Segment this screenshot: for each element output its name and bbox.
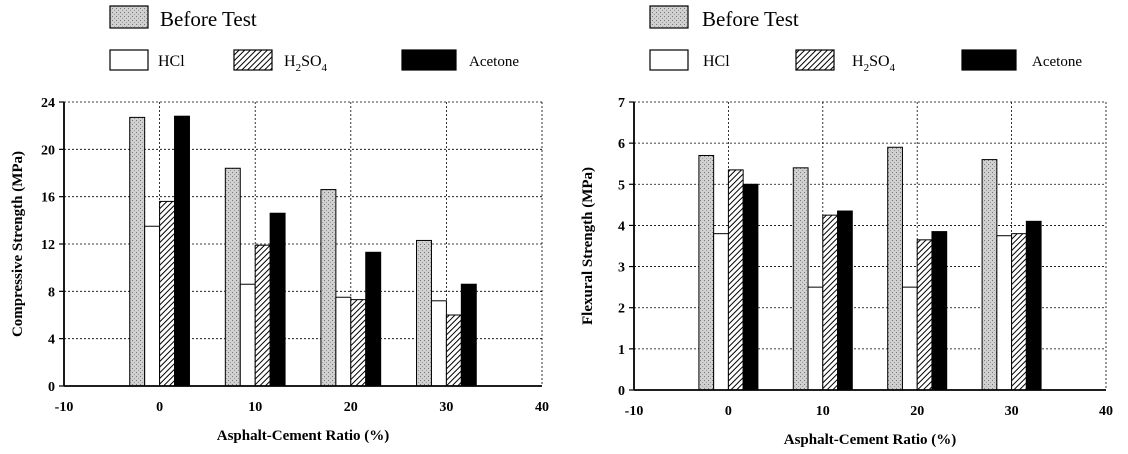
legend-label-h2so4: H2SO4 (284, 53, 328, 74)
legend-item-before-test: Before Test (109, 5, 257, 31)
legend-swatch-h2so4 (233, 49, 273, 71)
y-tick-label: 1 (618, 343, 625, 358)
bar-acetone (174, 115, 190, 387)
legend-item-before-test: Before Test (649, 5, 799, 31)
bar-hcl (996, 235, 1013, 391)
bar-before-test (224, 167, 241, 387)
bar-before-test (981, 159, 998, 391)
y-tick-label: 8 (48, 285, 55, 300)
bar-hcl (239, 283, 256, 387)
legend-item-acetone: Acetone (401, 49, 519, 71)
x-tick-label: 20 (910, 404, 924, 419)
x-tick-label: 0 (725, 404, 732, 419)
bar-h2so4 (350, 299, 367, 387)
y-tick-label: 0 (48, 380, 55, 395)
x-tick-label: 10 (248, 400, 262, 415)
y-tick-label: 0 (618, 384, 625, 399)
bar-before-test (792, 167, 809, 391)
legend-item-h2so4: H2SO4 (795, 49, 896, 74)
bar-hcl (901, 286, 918, 391)
legend-label-hcl: HCl (158, 53, 185, 70)
legend-item-acetone: Acetone (961, 49, 1082, 71)
legend-swatch-acetone (401, 49, 457, 71)
bar-h2so4 (727, 169, 744, 391)
legend-swatch-acetone (961, 49, 1017, 71)
bar-hcl (807, 286, 824, 391)
x-tick-label: 40 (1099, 404, 1113, 419)
bar-hcl (713, 233, 729, 391)
y-tick-label: 5 (618, 178, 625, 193)
legend-label-acetone: Acetone (1032, 54, 1082, 70)
bar-before-test (887, 146, 903, 391)
y-tick-label: 4 (618, 219, 625, 234)
y-tick-label: 2 (618, 302, 625, 317)
bar-h2so4 (1011, 233, 1027, 391)
legend-label-before-test: Before Test (160, 7, 257, 31)
bar-h2so4 (445, 314, 462, 387)
y-tick-label: 20 (41, 143, 55, 158)
bar-before-test (129, 116, 146, 387)
y-axis-title: Flexural Strength (MPa) (580, 167, 596, 325)
x-tick-label: 30 (1005, 404, 1019, 419)
x-axis-title: Asphalt-Cement Ratio (%) (217, 428, 389, 444)
legend-swatch-before-test (109, 5, 149, 29)
bar-h2so4 (916, 239, 933, 391)
bar-h2so4 (822, 214, 839, 391)
legend-swatch-h2so4 (795, 49, 835, 71)
bar-before-test (320, 189, 337, 387)
bar-acetone (837, 210, 853, 391)
y-tick-label: 12 (41, 238, 55, 253)
bar-acetone (1025, 220, 1042, 391)
bar-acetone (365, 251, 382, 387)
y-tick-label: 4 (48, 333, 55, 348)
bar-h2so4 (159, 200, 176, 387)
legend-label-h2so4: H2SO4 (852, 53, 896, 74)
y-tick-label: 16 (41, 191, 55, 206)
x-axis-title: Asphalt-Cement Ratio (%) (784, 432, 956, 448)
x-tick-label: 10 (816, 404, 830, 419)
bar-acetone (931, 231, 948, 391)
x-tick-label: -10 (625, 404, 644, 419)
legend-label-hcl: HCl (703, 53, 730, 70)
legend-swatch-hcl (649, 49, 689, 71)
bar-before-test (416, 239, 432, 387)
x-tick-label: 0 (156, 400, 163, 415)
bar-h2so4 (254, 244, 271, 387)
legend-right: Before Test HCl H2SO4 Acetone (649, 5, 1082, 74)
legend-item-hcl: HCl (649, 49, 730, 71)
legend-item-h2so4: H2SO4 (233, 49, 328, 74)
bar-acetone (269, 212, 286, 387)
x-tick-label: 20 (344, 400, 358, 415)
y-tick-label: 7 (618, 96, 625, 111)
bar-before-test (698, 154, 715, 391)
y-axis-title: Compressive Strength (MPa) (10, 151, 26, 337)
legend-label-before-test: Before Test (702, 7, 799, 31)
x-tick-label: 30 (439, 400, 453, 415)
legend-label-acetone: Acetone (469, 54, 519, 70)
bar-hcl (335, 296, 352, 387)
x-tick-label: 40 (535, 400, 549, 415)
legend-left: Before Test HCl H2SO4 Acetone (109, 5, 519, 74)
legend-swatch-hcl (109, 49, 149, 71)
y-tick-label: 6 (618, 137, 625, 152)
bar-acetone (460, 283, 477, 387)
y-tick-label: 24 (41, 96, 55, 111)
bar-acetone (742, 183, 759, 391)
bar-hcl (144, 225, 161, 387)
bar-hcl (430, 300, 447, 387)
legend-item-hcl: HCl (109, 49, 185, 71)
legend-swatch-before-test (649, 5, 689, 29)
y-tick-label: 3 (618, 261, 625, 276)
x-tick-label: -10 (55, 400, 74, 415)
